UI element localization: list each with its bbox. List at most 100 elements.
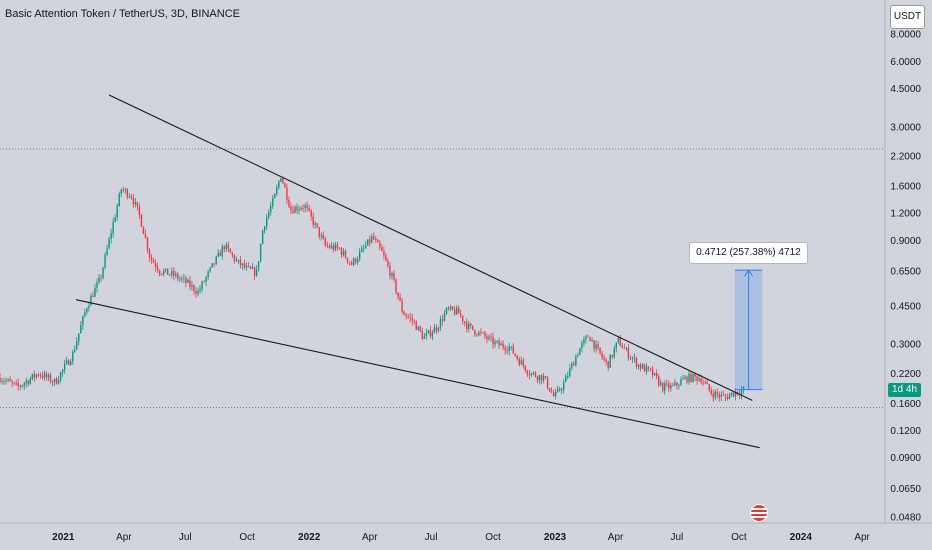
time-tick-label: Apr [608, 532, 624, 543]
candle-body [514, 353, 516, 356]
candle-body [387, 260, 389, 266]
candle-body [419, 326, 421, 332]
candle-body [734, 391, 737, 397]
candle-body [595, 344, 597, 349]
candle-body [261, 230, 264, 245]
candle-body [468, 323, 470, 330]
candle-body [740, 390, 743, 395]
candle-body [29, 378, 32, 384]
candle-body [365, 245, 367, 248]
trendline-upper[interactable] [108, 94, 753, 401]
candle-body [728, 394, 731, 400]
trendlines[interactable] [75, 94, 760, 449]
candle-body [556, 388, 559, 393]
candle-body [536, 376, 539, 380]
candle-body [571, 363, 573, 369]
candle-body [391, 273, 393, 277]
price-axis[interactable]: 8.0000 6.0000 4.5000 3.0000 2.2000 1.6000 1.20… [890, 30, 921, 524]
candle-body [664, 383, 666, 391]
candle-body [678, 385, 680, 387]
candle-body [270, 206, 272, 213]
candle-body [482, 332, 484, 334]
candle-body [474, 329, 476, 335]
candle-body [615, 342, 617, 349]
price-tick-label: 0.6500 [890, 267, 921, 278]
candle-body [722, 394, 725, 396]
candle-body [53, 378, 56, 383]
candle-body [583, 339, 585, 344]
currency-button[interactable]: USDT [890, 5, 925, 29]
candle-body [142, 226, 145, 235]
candle-body [623, 347, 626, 349]
candle-body [486, 336, 488, 339]
candle-body [558, 388, 561, 391]
candle-body [657, 376, 660, 386]
us-flag-icon[interactable] [750, 504, 768, 522]
candle-body [490, 336, 492, 338]
candle-body [619, 337, 622, 347]
candle-body [286, 187, 288, 200]
candle-body [316, 223, 318, 228]
candle-body [700, 378, 702, 383]
candle-body [385, 255, 387, 261]
candle-body [502, 343, 504, 348]
candle-body [575, 356, 577, 366]
candle-body [500, 343, 502, 346]
candle-body [130, 196, 133, 198]
candle-body [235, 260, 238, 262]
candle-body [573, 363, 575, 366]
candle-body [124, 189, 126, 191]
price-tick-label: 0.2200 [890, 369, 921, 380]
candle-body [9, 379, 11, 382]
candle-body [324, 238, 327, 246]
candle-body [55, 378, 58, 384]
candle-body [720, 394, 723, 398]
candle-body [17, 382, 19, 387]
price-tick-label: 0.3000 [890, 340, 921, 351]
candle-body [205, 276, 207, 282]
candle-body [134, 201, 137, 205]
candle-body [694, 373, 696, 377]
candle-body [78, 333, 80, 342]
candle-body [548, 388, 551, 392]
candle-body [84, 312, 86, 317]
candle-body [63, 363, 66, 370]
candle-body [611, 355, 613, 357]
candle-body [49, 375, 52, 382]
candle-body [296, 207, 298, 211]
candle-body [257, 261, 260, 270]
time-tick-label: Oct [239, 532, 255, 543]
candle-body [152, 260, 155, 263]
time-tick-label: 2021 [52, 532, 75, 543]
time-axis[interactable]: 2021 Apr Jul Oct 2022 Apr Jul Oct 2023 Apr Jul Oct 2… [52, 532, 870, 543]
candle-body [57, 380, 60, 384]
candle-body [90, 295, 92, 306]
range-measure-tool[interactable] [734, 269, 763, 391]
candle-body [15, 382, 17, 384]
candle-body [41, 375, 44, 378]
candle-body [649, 368, 652, 370]
candle-body [591, 340, 593, 342]
candle-body [253, 267, 256, 276]
candle-body [332, 245, 335, 250]
candle-body [140, 214, 143, 227]
candle-body [528, 374, 531, 376]
trendline-lower[interactable] [75, 299, 760, 449]
candle-body [284, 183, 286, 188]
candle-body [439, 318, 442, 329]
candle-body [369, 239, 371, 243]
candle-body [676, 382, 678, 386]
candle-body [207, 271, 209, 277]
candle-body [455, 307, 458, 315]
candle-body [546, 377, 549, 389]
candle-body [506, 350, 508, 352]
countdown-badge: 1d 4h [888, 382, 921, 397]
candle-body [1, 381, 3, 383]
candle-body [684, 376, 686, 379]
candle-body [100, 277, 102, 279]
candle-body [451, 306, 454, 310]
candle-body [381, 247, 383, 252]
candle-body [581, 343, 583, 349]
candle-body [601, 353, 603, 358]
